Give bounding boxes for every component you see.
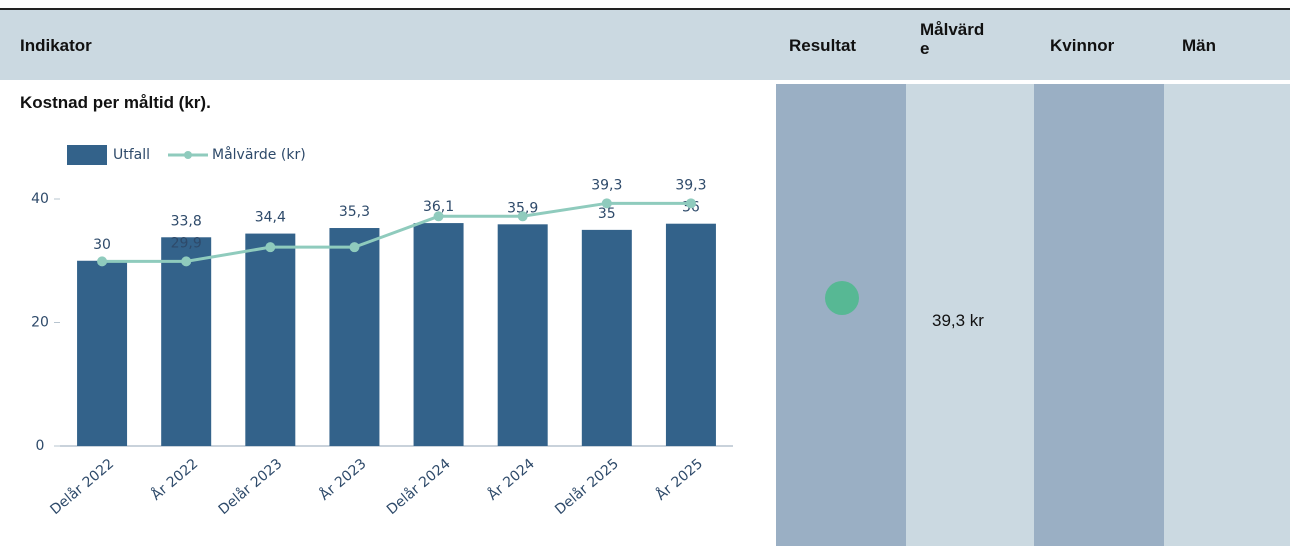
x-tick-label: Delår 2024 xyxy=(383,455,454,518)
y-tick-label: 20 xyxy=(31,315,49,331)
line-label: 29,9 xyxy=(171,235,202,251)
bar xyxy=(329,228,380,446)
x-tick-label: Delår 2023 xyxy=(215,455,285,518)
result-cell xyxy=(776,84,906,546)
indicator-title: Kostnad per måltid (kr). xyxy=(20,93,211,112)
header-cell: Indikator xyxy=(20,36,92,55)
target-point xyxy=(97,256,108,267)
bar xyxy=(161,237,212,446)
target-point xyxy=(517,211,528,222)
line-label: 39,3 xyxy=(675,177,706,193)
x-tick-label: År 2022 xyxy=(148,455,201,504)
header-cell: Män xyxy=(1182,36,1216,55)
bar-label: 36,1 xyxy=(423,199,454,215)
target-cell xyxy=(906,84,1034,546)
bar xyxy=(413,223,464,446)
y-tick-label: 0 xyxy=(36,438,45,454)
legend-label: Utfall xyxy=(113,147,150,163)
bar xyxy=(665,223,716,446)
men-cell xyxy=(1164,84,1290,546)
bar xyxy=(245,233,296,446)
bar-label: 35,9 xyxy=(507,200,538,216)
target-point xyxy=(181,256,192,267)
target-point xyxy=(685,198,696,209)
y-tick-label: 40 xyxy=(31,191,49,207)
target-point xyxy=(433,211,444,222)
top-border xyxy=(0,8,1290,10)
line-label: 39,3 xyxy=(591,177,622,193)
bar-label: 33,8 xyxy=(171,213,202,229)
x-tick-label: År 2024 xyxy=(484,455,537,504)
header-row xyxy=(0,10,1290,80)
bar xyxy=(497,224,548,446)
x-tick-label: År 2025 xyxy=(653,455,706,504)
chart: 0 20 40 Delår 2022 År 2022 Delår 2023 År 2023 D… xyxy=(31,145,733,518)
header-cell: Kvinnor xyxy=(1050,36,1115,55)
target-point xyxy=(349,242,360,253)
target-point xyxy=(265,242,276,253)
status-icon xyxy=(825,281,859,315)
women-cell xyxy=(1034,84,1164,546)
target-line xyxy=(102,201,691,263)
bar-label: 34,4 xyxy=(255,210,286,226)
bar-label: 35,3 xyxy=(339,204,370,220)
legend-swatch xyxy=(67,145,107,165)
x-tick-label: År 2023 xyxy=(316,455,369,504)
header-cell: Resultat xyxy=(789,36,857,55)
legend-label: Målvärde (kr) xyxy=(212,146,306,163)
bar xyxy=(77,260,128,446)
x-tick-label: Delår 2022 xyxy=(47,455,117,518)
legend-dot xyxy=(184,151,192,159)
bar xyxy=(581,229,632,446)
bar-label: 30 xyxy=(93,237,111,253)
header-cell: Målvärde xyxy=(920,20,985,58)
target-value: 39,3 kr xyxy=(932,311,984,330)
x-tick-label: Delår 2025 xyxy=(552,455,622,518)
bar-label: 35 xyxy=(598,206,616,222)
target-point xyxy=(601,198,612,209)
